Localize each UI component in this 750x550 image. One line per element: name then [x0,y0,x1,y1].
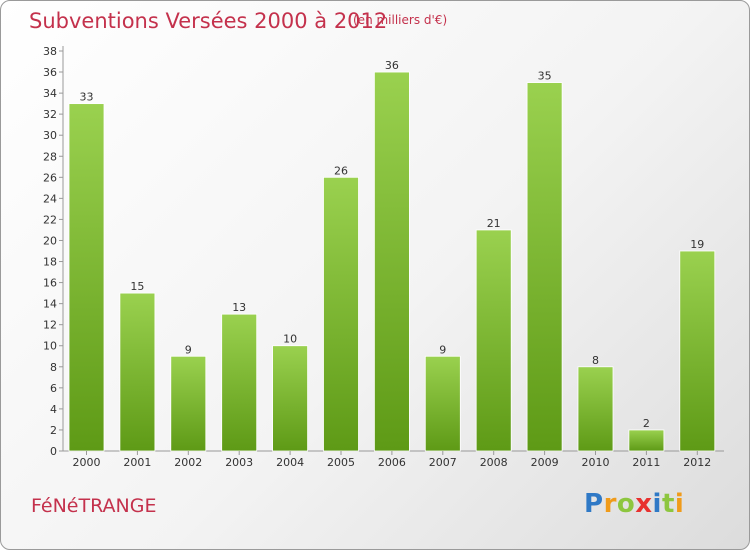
commune-name: FéNéTRANGE [31,495,157,517]
bar-value-label: 26 [334,164,348,177]
bar-value-label: 9 [439,343,446,356]
x-tick-label: 2003 [225,456,253,469]
x-tick-label: 2005 [327,456,355,469]
bar-value-label: 35 [538,70,552,83]
y-tick-label: 34 [43,87,57,100]
chart-unit-note: (en milliers d'€) [353,13,448,27]
bar-value-label: 36 [385,59,399,72]
x-tick-label: 2012 [683,456,711,469]
y-tick-label: 10 [43,340,57,353]
bar-value-label: 19 [690,238,704,251]
x-tick-label: 2000 [73,456,101,469]
y-tick-label: 36 [43,66,57,79]
y-tick-label: 12 [43,319,57,332]
logo-letter: o [616,489,636,519]
y-tick-label: 0 [50,445,57,458]
y-tick-label: 16 [43,277,57,290]
bar-value-label: 21 [487,217,501,230]
y-tick-label: 28 [43,150,57,163]
chart-title: Subventions Versées 2000 à 2012 [29,9,388,33]
bar [628,429,665,452]
bar-value-label: 9 [185,343,192,356]
bar [272,345,309,452]
bar [68,103,105,452]
logo-letter: i [652,489,662,519]
bar-value-label: 10 [283,333,297,346]
y-tick-label: 24 [43,192,57,205]
bar [323,176,359,452]
x-tick-label: 2002 [174,456,202,469]
logo-letter: i [674,489,685,519]
logo-letter: r [603,489,617,519]
bar [577,366,614,452]
y-tick-label: 20 [43,234,57,247]
y-tick-label: 32 [43,108,57,121]
y-tick-label: 38 [43,45,57,58]
y-tick-label: 30 [43,129,57,142]
x-tick-label: 2008 [480,456,508,469]
x-tick-label: 2001 [123,456,151,469]
x-tick-label: 2007 [429,456,457,469]
x-tick-label: 2006 [378,456,406,469]
y-tick-label: 4 [50,403,57,416]
bar [119,292,156,452]
y-tick-label: 8 [50,361,57,374]
y-tick-label: 18 [43,256,57,269]
y-tick-label: 26 [43,171,57,184]
bar-value-label: 15 [130,280,144,293]
bar [221,313,258,452]
logo-letter: P [584,489,604,519]
bar [424,355,461,452]
bar [679,250,716,452]
logo-letter: t [661,489,675,519]
y-tick-label: 6 [50,382,57,395]
bar [170,355,207,452]
y-tick-label: 2 [50,424,57,437]
bar-value-label: 33 [80,91,94,104]
x-tick-label: 2004 [276,456,304,469]
proxiti-logo: Proxiti [584,489,684,519]
y-tick-label: 22 [43,213,57,226]
logo-letter: x [635,489,653,519]
bar-value-label: 13 [232,301,246,314]
bar-value-label: 2 [643,417,650,430]
y-tick-label: 14 [43,298,57,311]
x-tick-label: 2010 [582,456,610,469]
bar [475,229,512,452]
x-tick-label: 2011 [632,456,660,469]
x-tick-label: 2009 [531,456,559,469]
bar [526,82,563,452]
bar [373,71,410,452]
bar-value-label: 8 [592,354,599,367]
